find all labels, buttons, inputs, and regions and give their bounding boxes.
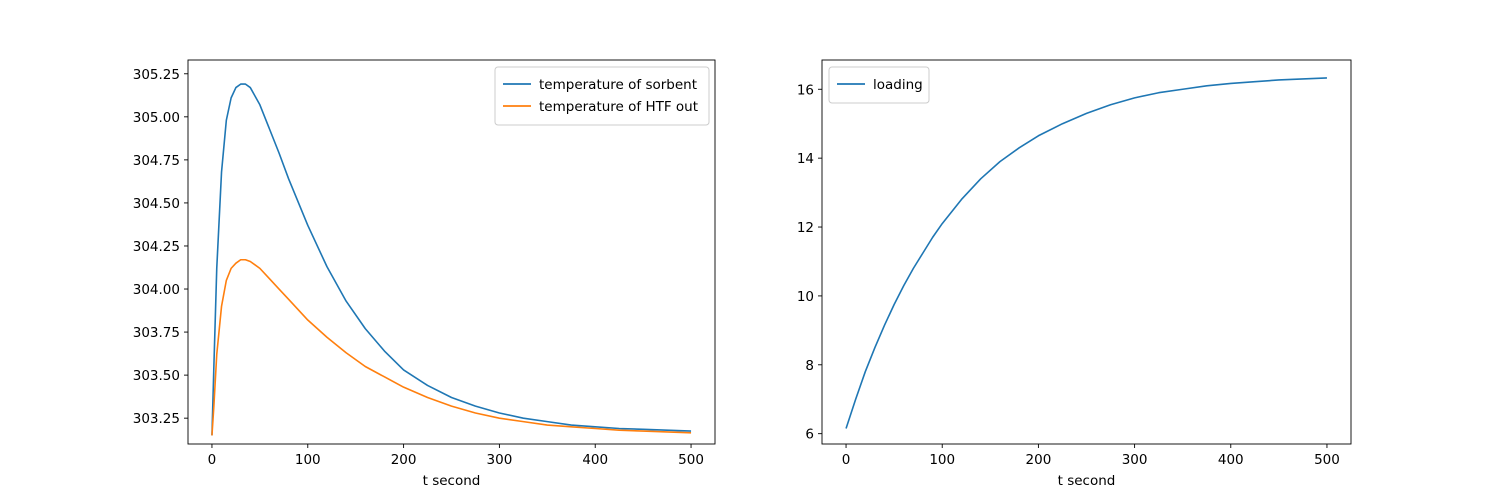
y-tick-label: 304.25: [133, 239, 180, 255]
y-tick-label: 305.25: [133, 67, 180, 83]
y-tick-label: 16: [797, 82, 814, 98]
x-tick-label: 300: [1122, 452, 1148, 468]
legend-label: loading: [873, 77, 923, 93]
y-tick-label: 6: [805, 427, 814, 443]
chart-temperature: 0 100 200 300 400 500 303.25 303.50 303.75 304.00…: [133, 59, 716, 489]
x-tick-label: 400: [582, 452, 608, 468]
series-line-0: [211, 83, 692, 436]
legend: temperature of sorbent temperature of HTF…: [494, 66, 710, 126]
x-tick-label: 0: [842, 452, 851, 468]
x-tick-label: 500: [1314, 452, 1340, 468]
legend-box: [494, 66, 710, 126]
y-tick-label: 304.00: [133, 282, 180, 298]
x-tick-label: 0: [208, 452, 217, 468]
y-tick-label: 303.50: [133, 368, 180, 384]
y-tick-label: 14: [797, 151, 814, 167]
x-tick-label: 100: [929, 452, 955, 468]
legend-label: temperature of sorbent: [539, 77, 697, 93]
x-axis-label: t second: [423, 473, 481, 489]
y-tick-label: 304.50: [133, 196, 180, 212]
series-line-0: [845, 77, 1327, 429]
y-tick-label: 305.00: [133, 110, 180, 126]
y-tick-label: 303.75: [133, 325, 180, 341]
chart-loading: 0 100 200 300 400 500 6 8 10 12 14 16 t second loadin…: [797, 59, 1352, 489]
y-tick-label: 12: [797, 220, 814, 236]
legend-box: [828, 66, 930, 104]
x-tick-label: 200: [1026, 452, 1052, 468]
x-tick-label: 300: [487, 452, 513, 468]
series-line-1: [211, 258, 692, 436]
legend-label: temperature of HTF out: [539, 99, 698, 115]
plot-frame: [821, 59, 1352, 445]
x-tick-label: 400: [1218, 452, 1244, 468]
x-tick-label: 100: [295, 452, 321, 468]
x-tick-label: 500: [678, 452, 704, 468]
y-tick-label: 10: [797, 289, 814, 305]
y-tick-label: 303.25: [133, 411, 180, 427]
y-tick-label: 304.75: [133, 153, 180, 169]
legend: loading: [828, 66, 930, 104]
y-tick-label: 8: [805, 358, 814, 374]
plot-frame: [187, 59, 716, 445]
x-tick-label: 200: [391, 452, 417, 468]
x-axis-label: t second: [1058, 473, 1116, 489]
